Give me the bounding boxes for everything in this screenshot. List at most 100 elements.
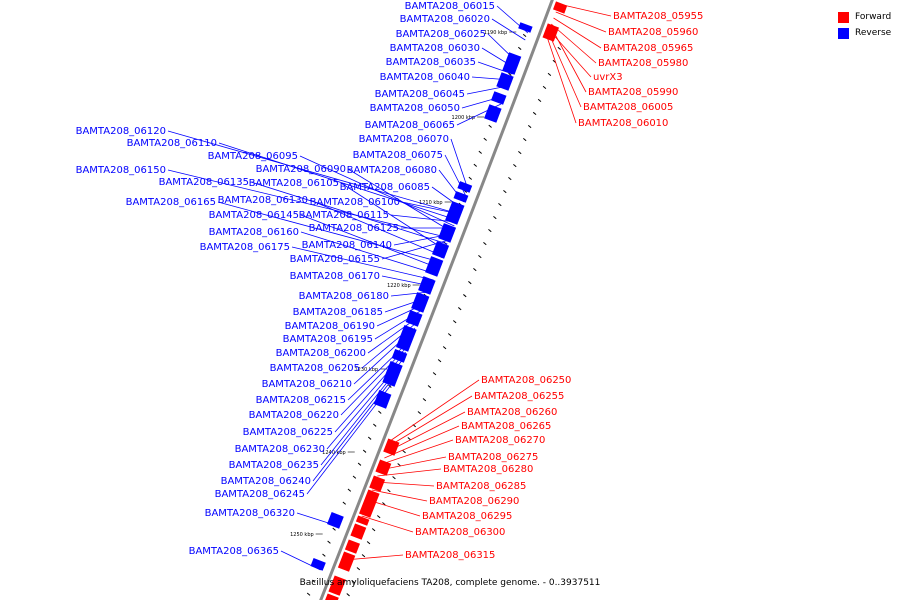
rail-dot [417, 411, 422, 415]
gene-label: BAMTA208_06010 [578, 118, 668, 129]
reverse-gene-block [411, 292, 430, 313]
map-caption: Bacillus amyloliquefaciens TA208, comple… [299, 578, 601, 588]
rail-dot [452, 320, 457, 324]
reverse-gene-block [382, 361, 403, 387]
rail-dot [547, 72, 552, 77]
reverse-gene-block [391, 349, 408, 363]
gene-label: uvrX3 [593, 72, 623, 83]
forward-gene-block [328, 575, 346, 596]
gene-label: BAMTA208_06080 [347, 165, 437, 176]
leader-line [548, 29, 592, 78]
forward-gene-block [337, 551, 356, 572]
rail-dot [407, 437, 411, 441]
gene-label: BAMTA208_06065 [365, 120, 455, 131]
reverse-gene-block [484, 104, 502, 123]
leader-line [384, 425, 460, 459]
rail-dot [402, 450, 406, 454]
gene-label: BAMTA208_06030 [390, 43, 480, 54]
leader-line [312, 371, 399, 482]
gene-label: BAMTA208_06110 [127, 138, 217, 149]
rail-dot [332, 527, 336, 531]
gene-label: BAMTA208_06020 [400, 14, 490, 25]
rail-dot [347, 488, 352, 492]
gene-label: BAMTA208_06145 [209, 210, 299, 221]
gene-label: BAMTA208_06105 [249, 178, 339, 189]
forward-swatch [838, 11, 849, 23]
gene-label: BAMTA208_06265 [461, 421, 551, 432]
rail-dot [532, 111, 537, 116]
gene-label: BAMTA208_06170 [290, 271, 380, 282]
forward-gene-block [553, 1, 568, 14]
gene-label: BAMTA208_06180 [299, 291, 389, 302]
leader-line [391, 379, 480, 441]
gene-label: BAMTA208_06115 [299, 210, 389, 221]
gene-label: BAMTA208_06245 [215, 489, 305, 500]
gene-label: BAMTA208_06035 [386, 57, 476, 68]
rail-dot [377, 515, 381, 519]
gene-label: BAMTA208_06275 [448, 452, 538, 463]
reverse-gene-block [453, 191, 469, 203]
gene-label: BAMTA208_06175 [200, 242, 290, 253]
forward-gene-block [369, 475, 386, 492]
legend: Forward Reverse [838, 9, 891, 41]
rail-dot [392, 476, 396, 480]
rail-dot [387, 489, 391, 493]
gene-label: BAMTA208_06075 [353, 150, 443, 161]
leader-line [377, 468, 442, 477]
rail-dot [488, 229, 492, 233]
rail-dot [518, 150, 522, 155]
gene-label: BAMTA208_06250 [481, 375, 571, 386]
rail-dot [557, 46, 561, 50]
rail-dot [458, 307, 462, 311]
gene-label: BAMTA208_06295 [422, 511, 512, 522]
gene-label: BAMTA208_06235 [229, 460, 319, 471]
rail-dot [356, 567, 361, 571]
gene-label: BAMTA208_06315 [405, 550, 495, 561]
forward-gene-block [325, 593, 339, 600]
rail-dot [483, 242, 487, 246]
leader-line [167, 169, 450, 239]
leader-line [309, 199, 443, 257]
rail-dot [357, 462, 362, 466]
rail-dot [478, 255, 482, 259]
rail-dot [442, 346, 447, 350]
legend-forward-label: Forward [855, 12, 892, 22]
rail-dot [542, 85, 547, 90]
gene-label: BAMTA208_06045 [375, 89, 465, 100]
gene-label: BAMTA208_06225 [243, 427, 333, 438]
gene-label: BAMTA208_06160 [209, 227, 299, 238]
rail-dot [306, 592, 311, 596]
legend-forward: Forward [838, 9, 891, 25]
gene-label: BAMTA208_05955 [613, 11, 703, 22]
leader-line [300, 214, 439, 269]
forward-gene-block [355, 515, 370, 526]
reverse-gene-block [405, 310, 423, 327]
backbone-layer [319, 0, 554, 600]
leader-line [558, 3, 612, 17]
rail-dot [468, 281, 472, 285]
leader-line [555, 11, 607, 33]
gene-label: BAMTA208_06040 [380, 72, 470, 83]
forward-gene-block [383, 438, 400, 456]
gene-label: BAMTA208_06255 [474, 391, 564, 402]
rail-dot [508, 176, 512, 181]
rail-dot [311, 579, 316, 583]
reverse-gene-block [491, 91, 507, 105]
rail-dot [463, 294, 467, 298]
rail-dot [367, 436, 372, 440]
reverse-gene-block [373, 390, 392, 409]
reverse-gene-block [438, 223, 457, 243]
leader-line [361, 515, 414, 533]
leader-line [167, 130, 460, 215]
rail-dot [523, 137, 527, 142]
gene-label: BAMTA208_06320 [205, 508, 295, 519]
leader-line [344, 554, 404, 561]
gene-label: BAMTA208_06120 [76, 126, 166, 137]
rail-dot [522, 33, 527, 37]
gene-label: BAMTA208_06155 [290, 254, 380, 265]
forward-gene-block [344, 539, 360, 554]
rail-dot [378, 410, 382, 414]
legend-reverse-label: Reverse [855, 28, 892, 38]
rail-dot [342, 501, 347, 505]
gene-label: BAMTA208_05960 [608, 27, 698, 38]
